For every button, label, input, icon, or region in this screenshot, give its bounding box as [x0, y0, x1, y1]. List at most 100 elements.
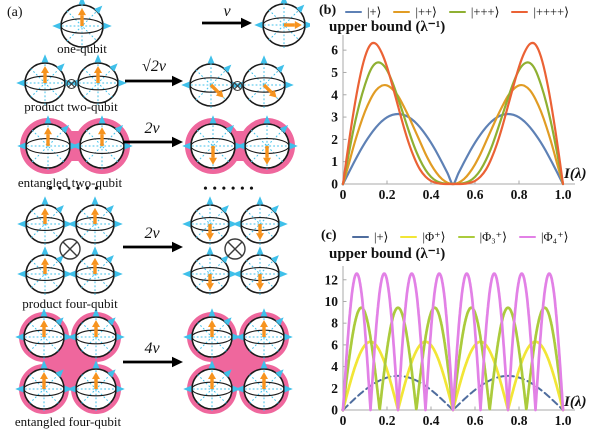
- axis-arrowhead-icon: [223, 317, 232, 326]
- equator: [189, 77, 233, 93]
- tensor-product-icon: [66, 78, 77, 90]
- bloch-axes-icon: [188, 202, 232, 245]
- bloch-sphere: [182, 115, 244, 170]
- spin-arrowhead-icon: [94, 66, 102, 73]
- axis-diag-ne: [248, 69, 280, 101]
- transition-arrowhead-icon: [172, 356, 183, 368]
- axis-arrowhead-icon: [44, 115, 52, 124]
- spin-arrowhead-icon: [215, 89, 224, 98]
- bloch-sphere: [52, 0, 112, 49]
- axis-arrowhead-icon: [52, 22, 61, 30]
- x-tick-label: 0.2: [379, 187, 396, 202]
- axis-arrowhead-icon: [105, 205, 114, 214]
- tensor-x2: [62, 241, 78, 257]
- y-tick-label: 2: [331, 132, 338, 147]
- spin-arrowhead-icon: [260, 372, 268, 379]
- bloch-sphere: [71, 115, 133, 170]
- speed-label-v: v: [223, 3, 231, 20]
- spin-arrowhead-icon: [206, 233, 214, 241]
- bloch-sphere: [254, 0, 310, 48]
- axis-arrowhead-icon: [209, 115, 217, 124]
- axis-arrowhead-icon: [279, 124, 289, 134]
- bloch-axes-icon: [238, 202, 282, 245]
- legend-line-icon: [345, 10, 362, 14]
- axis-diag-ne: [30, 209, 60, 239]
- caption-product-two-qubit: product two-qubit: [24, 99, 118, 114]
- axis-arrowhead-icon: [56, 63, 65, 72]
- axis-arrowhead-icon: [206, 196, 214, 205]
- axis-diag-nw: [30, 259, 60, 289]
- spin-arrowhead-icon: [91, 207, 99, 215]
- bloch-sphere: [235, 360, 293, 411]
- tensor-circle: [224, 238, 246, 260]
- axis-arrowhead-icon: [67, 385, 76, 393]
- transition-arrow: [125, 75, 183, 87]
- x-tick-label: 1.0: [555, 187, 572, 202]
- spin-arrowhead-icon: [294, 21, 302, 29]
- panel-b-title: upper bound (λ⁻¹): [329, 19, 446, 35]
- panel-b-legend: |+⟩ |++⟩ |+++⟩ |++++⟩: [345, 4, 569, 20]
- equator: [242, 77, 286, 93]
- axis-arrowhead-icon: [71, 142, 80, 150]
- axis-arrowhead-icon: [235, 333, 244, 341]
- bloch-sphere: [232, 196, 288, 245]
- legend-line-icon: [511, 10, 529, 14]
- legend-item: |++⟩: [393, 4, 437, 20]
- transition-arrowhead-icon: [241, 17, 252, 29]
- legend-label: |++++⟩: [533, 5, 570, 19]
- y-tick-label: 4: [331, 87, 338, 102]
- axis-arrowhead-icon: [254, 21, 263, 29]
- panel-c-legend: |+⟩ |Φ⁺⟩ |Φ₃⁺⟩ |Φ₄⁺⟩: [352, 229, 569, 245]
- axis-diag-nw: [245, 259, 275, 289]
- caption-entangled-four-qubit: entangled four-qubit: [14, 414, 122, 429]
- tensor-circle: [232, 80, 243, 92]
- axis-arrowhead-icon: [114, 270, 123, 278]
- legend-label: |+++⟩: [470, 5, 500, 19]
- bloch-sphere: [183, 308, 241, 359]
- speed-label-2v-a: 2v: [144, 120, 160, 137]
- bloch-sphere: [17, 115, 79, 170]
- series-curve-1: [341, 83, 565, 186]
- legend-item: |+++⟩: [448, 4, 500, 20]
- axis-arrowhead-icon: [92, 360, 100, 369]
- series-curve-2: [341, 61, 565, 186]
- axis-arrowhead-icon: [67, 220, 76, 228]
- legend-line-icon: [519, 235, 537, 239]
- spin-arrowhead-icon: [263, 157, 271, 165]
- panel-a-label: (a): [7, 5, 23, 20]
- axis-arrowhead-icon: [260, 55, 268, 64]
- legend-line-icon: [352, 235, 369, 239]
- x-tick-label: 0: [340, 413, 347, 428]
- tensor-circle: [59, 238, 81, 260]
- axis-arrowhead-icon: [263, 115, 271, 124]
- tick-labels: 0 0.2 0.4 0.6 0.8 1.0 0 1 2 3 4 5 6: [331, 43, 571, 202]
- axis-diag-nw: [195, 259, 225, 289]
- bloch-sphere: [235, 308, 293, 359]
- axis-arrowhead-icon: [285, 81, 294, 89]
- transition-arrow: [123, 241, 183, 253]
- axis-arrowhead-icon: [275, 369, 284, 378]
- bloch-axes-icon: [238, 252, 282, 295]
- axis-arrowhead-icon: [183, 333, 192, 341]
- spin-arrowhead-icon: [44, 127, 52, 135]
- series-curve-3: [341, 41, 565, 186]
- ellipsis-right: ••••••: [203, 181, 259, 195]
- y-tick-label: 12: [325, 272, 339, 287]
- bloch-sphere: [181, 55, 241, 108]
- legend-item: |+⟩: [352, 229, 388, 245]
- spin-arrowhead-icon: [41, 66, 49, 73]
- spin-arrowhead-icon: [256, 233, 264, 241]
- tensor-x2: [227, 241, 243, 257]
- axis-arrowhead-icon: [55, 255, 64, 264]
- axis-arrowhead-icon: [114, 124, 124, 134]
- bloch-sphere: [15, 308, 73, 359]
- tensor-circle: [66, 78, 77, 90]
- axis-arrowhead-icon: [182, 220, 191, 228]
- axis-arrowhead-icon: [206, 246, 214, 255]
- y-tick-label: 4: [331, 359, 338, 374]
- axis-arrowhead-icon: [67, 270, 76, 278]
- axis-arrowhead-icon: [260, 308, 268, 317]
- axis-arrowhead-icon: [270, 205, 279, 214]
- axis-arrowhead-icon: [114, 220, 123, 228]
- spin-arrowhead-icon: [92, 372, 100, 379]
